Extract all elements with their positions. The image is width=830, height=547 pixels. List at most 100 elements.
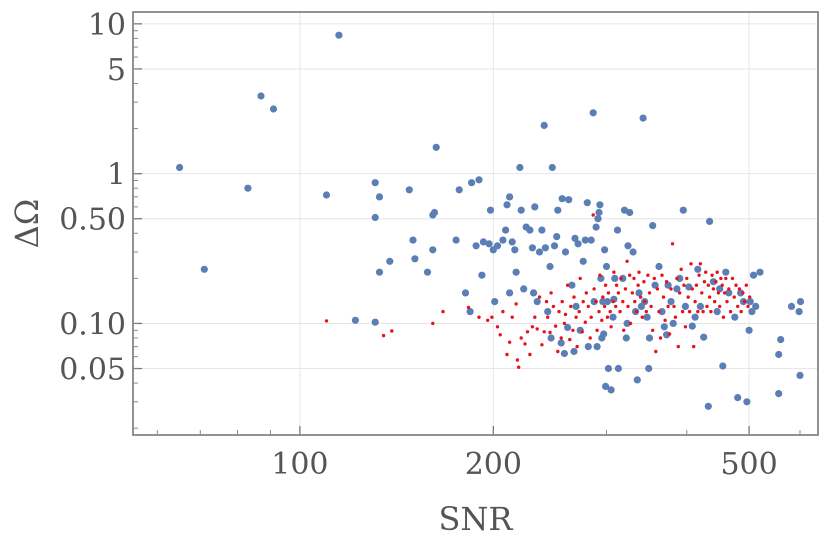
data-point-red xyxy=(519,336,523,340)
data-point-red xyxy=(577,309,581,314)
data-point-red xyxy=(510,315,514,319)
data-point-red xyxy=(517,365,521,369)
data-point-red xyxy=(626,304,630,309)
data-point-blue xyxy=(787,302,796,310)
data-point-blue xyxy=(587,236,595,244)
data-point-red xyxy=(654,349,658,354)
data-point-blue xyxy=(499,236,507,244)
data-point-red xyxy=(633,299,637,304)
data-point-blue xyxy=(704,402,712,410)
data-point-red xyxy=(664,280,669,284)
data-point-blue xyxy=(645,364,653,373)
data-point-red xyxy=(625,259,629,263)
data-point-red xyxy=(646,273,650,277)
data-point-blue xyxy=(533,298,541,306)
data-point-blue xyxy=(746,298,754,306)
y-tick-label: 5 xyxy=(107,53,126,88)
data-point-red xyxy=(498,333,502,337)
data-point-red xyxy=(595,328,599,332)
data-point-red xyxy=(739,309,743,314)
data-point-blue xyxy=(512,268,520,276)
data-point-blue xyxy=(257,92,265,100)
data-point-blue xyxy=(622,334,630,342)
x-tick-label: 500 xyxy=(720,447,777,482)
data-point-red xyxy=(523,342,527,346)
data-point-blue xyxy=(544,308,552,316)
data-point-blue xyxy=(611,274,619,282)
data-point-red xyxy=(612,270,616,274)
data-point-red xyxy=(734,283,738,287)
data-point-red xyxy=(548,330,552,335)
data-point-blue xyxy=(411,255,419,263)
data-point-red xyxy=(477,315,481,319)
data-point-red xyxy=(441,309,445,314)
data-point-blue xyxy=(546,262,554,271)
data-point-blue xyxy=(568,281,576,289)
data-point-blue xyxy=(452,236,460,244)
data-point-blue xyxy=(200,265,208,273)
plot-frame xyxy=(132,11,819,436)
data-point-blue xyxy=(700,333,708,341)
data-point-blue xyxy=(688,322,696,330)
data-point-blue xyxy=(603,298,612,306)
data-point-red xyxy=(642,280,646,284)
data-point-red xyxy=(537,295,542,299)
data-point-red xyxy=(724,276,728,281)
data-point-red xyxy=(486,318,490,322)
data-point-blue xyxy=(743,398,751,406)
data-point-blue xyxy=(409,236,417,244)
data-point-red xyxy=(663,318,667,322)
data-point-red xyxy=(514,302,518,306)
data-point-red xyxy=(638,295,643,299)
data-point-red xyxy=(707,295,712,299)
data-point-blue xyxy=(639,114,647,122)
data-point-red xyxy=(744,283,748,287)
data-point-blue xyxy=(335,31,343,39)
data-point-blue xyxy=(561,248,570,256)
data-point-blue xyxy=(485,240,493,248)
data-point-red xyxy=(697,273,701,277)
data-point-red xyxy=(622,328,626,332)
data-point-blue xyxy=(430,208,439,217)
data-point-blue xyxy=(775,350,783,359)
data-point-red xyxy=(701,309,705,314)
data-point-blue xyxy=(581,236,589,244)
data-point-blue xyxy=(775,390,783,398)
data-point-red xyxy=(501,309,505,314)
data-point-red xyxy=(619,276,623,281)
data-point-blue xyxy=(719,362,727,370)
data-point-red xyxy=(682,283,686,287)
data-point-red xyxy=(628,273,632,277)
data-point-blue xyxy=(244,184,252,192)
data-point-red xyxy=(722,291,727,295)
data-point-red xyxy=(586,304,590,309)
data-point-blue xyxy=(725,289,733,297)
data-point-blue xyxy=(269,105,278,113)
data-point-blue xyxy=(676,274,684,282)
data-point-red xyxy=(390,329,394,333)
data-point-blue xyxy=(475,176,483,184)
data-point-red xyxy=(572,295,576,299)
data-point-red xyxy=(667,332,672,336)
data-point-red xyxy=(704,270,708,274)
data-point-blue xyxy=(486,206,495,214)
data-point-blue xyxy=(528,244,537,252)
data-point-red xyxy=(606,291,611,295)
data-point-blue xyxy=(593,343,601,351)
data-point-blue xyxy=(571,234,579,242)
data-point-blue xyxy=(601,246,609,254)
data-point-red xyxy=(515,358,520,362)
data-point-red xyxy=(683,325,688,329)
data-point-blue xyxy=(658,308,666,316)
data-point-red xyxy=(693,299,697,304)
y-tick-label: 0.50 xyxy=(59,203,126,238)
data-point-red xyxy=(553,324,558,328)
data-point-red xyxy=(598,273,602,277)
data-point-blue xyxy=(696,302,705,310)
data-point-blue xyxy=(574,240,582,248)
data-point-blue xyxy=(386,257,394,265)
data-point-red xyxy=(713,299,717,304)
data-point-red xyxy=(580,330,584,334)
data-point-red xyxy=(732,295,736,299)
